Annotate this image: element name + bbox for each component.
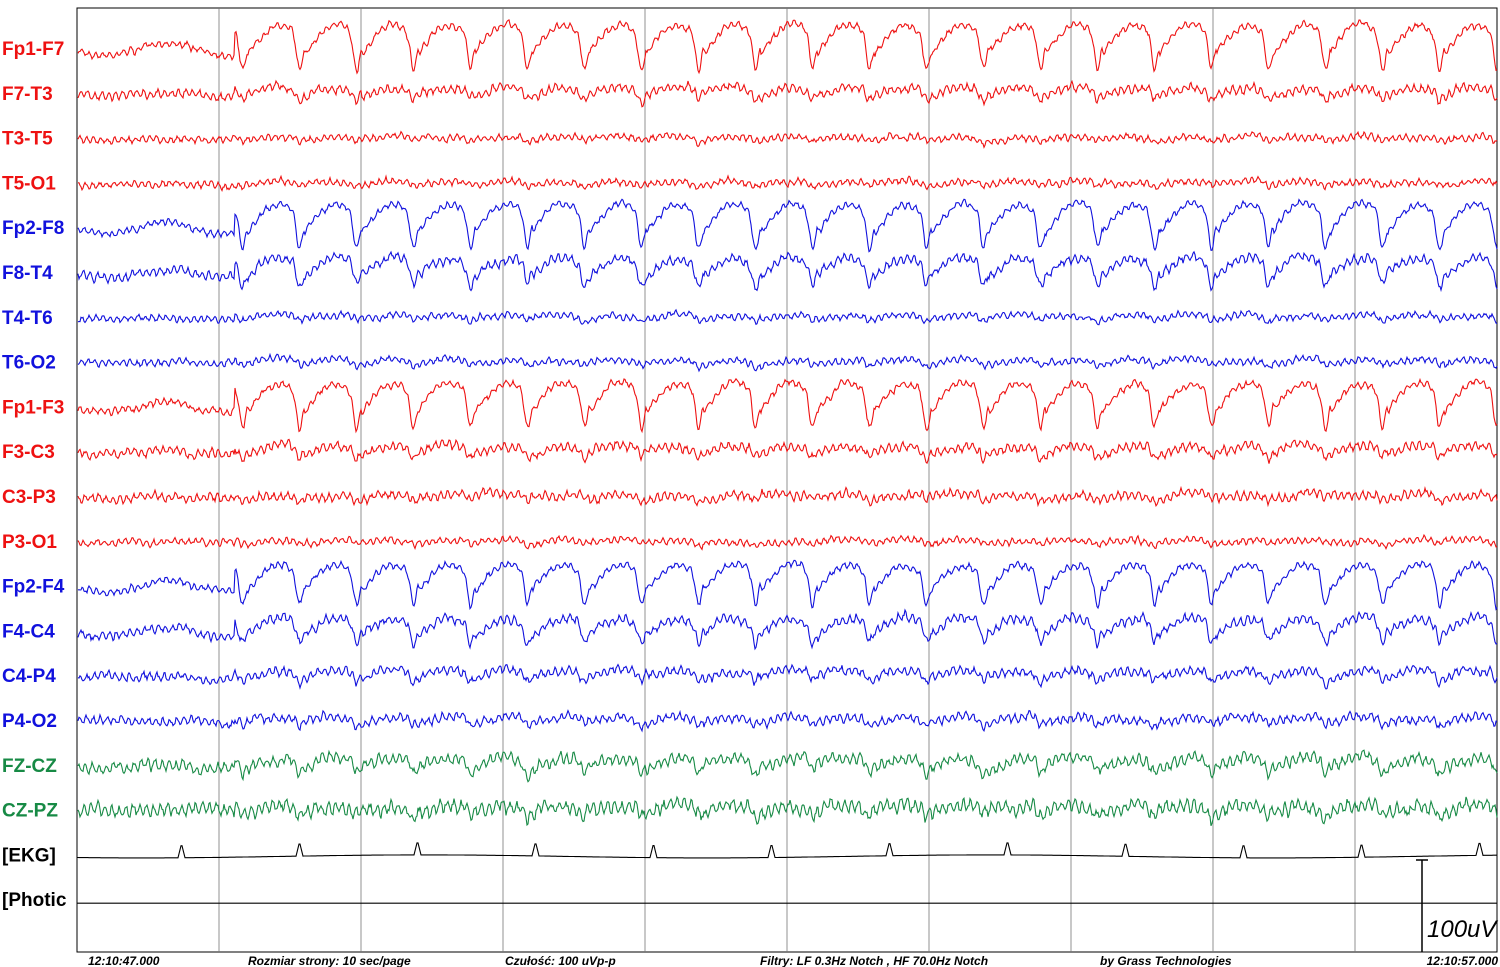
channel-trace (77, 663, 1498, 690)
channel-labels: Fp1-F7 F7-T3 T3-T5 T5-O1 Fp2-F8 F8-T4 T4-T6 T6-… (2, 39, 67, 911)
channel-trace (77, 795, 1498, 827)
second-grid (218, 8, 1356, 952)
channel-trace (77, 250, 1498, 293)
channel-label: [Photic (2, 890, 67, 911)
channel-label: C4-P4 (2, 666, 56, 687)
channel-trace (78, 174, 1498, 192)
channel-label: P3-O1 (2, 532, 57, 553)
traces (77, 19, 1498, 904)
vendor: by Grass Technologies (1100, 954, 1232, 967)
channel-label: T3-T5 (2, 129, 53, 150)
channel-label: Fp2-F8 (2, 218, 64, 239)
channel-trace (77, 749, 1498, 783)
channel-trace (77, 19, 1498, 75)
channel-trace (77, 559, 1498, 611)
channel-label: P4-O2 (2, 711, 57, 732)
channel-label: CZ-PZ (2, 801, 58, 822)
sensitivity: Czułość: 100 uVp-p (505, 954, 616, 967)
start-time: 12:10:47.000 (88, 954, 160, 967)
channel-trace (77, 308, 1498, 326)
channel-label: FZ-CZ (2, 756, 57, 777)
channel-label: [EKG] (2, 845, 56, 866)
channel-label: T5-O1 (2, 173, 56, 194)
channel-label: T4-T6 (2, 308, 53, 329)
channel-label: Fp1-F3 (2, 397, 64, 418)
channel-trace (77, 79, 1498, 108)
channel-label: Fp1-F7 (2, 39, 64, 60)
channel-trace (77, 485, 1498, 508)
page-size: Rozmiar strony: 10 sec/page (248, 954, 411, 967)
channel-label: F7-T3 (2, 84, 53, 105)
channel-label: F8-T4 (2, 263, 53, 284)
channel-trace (77, 198, 1498, 253)
channel-trace (77, 377, 1498, 434)
channel-label: Fp2-F4 (2, 577, 65, 598)
end-time: 12:10:57.000 (1427, 954, 1499, 967)
channel-label: F3-C3 (2, 442, 55, 463)
channel-trace (77, 842, 1497, 859)
channel-trace (77, 438, 1498, 465)
channel-trace (77, 608, 1498, 651)
channel-label: T6-O2 (2, 353, 56, 374)
channel-trace (77, 533, 1498, 551)
channel-trace (77, 709, 1498, 733)
channel-trace (77, 130, 1498, 149)
channel-label: C3-P3 (2, 487, 56, 508)
channel-trace (77, 352, 1498, 373)
channel-label: F4-C4 (2, 621, 55, 642)
scale-label: 100uV (1427, 916, 1498, 943)
filters: Filtry: LF 0.3Hz Notch , HF 70.0Hz Notch (760, 954, 988, 967)
